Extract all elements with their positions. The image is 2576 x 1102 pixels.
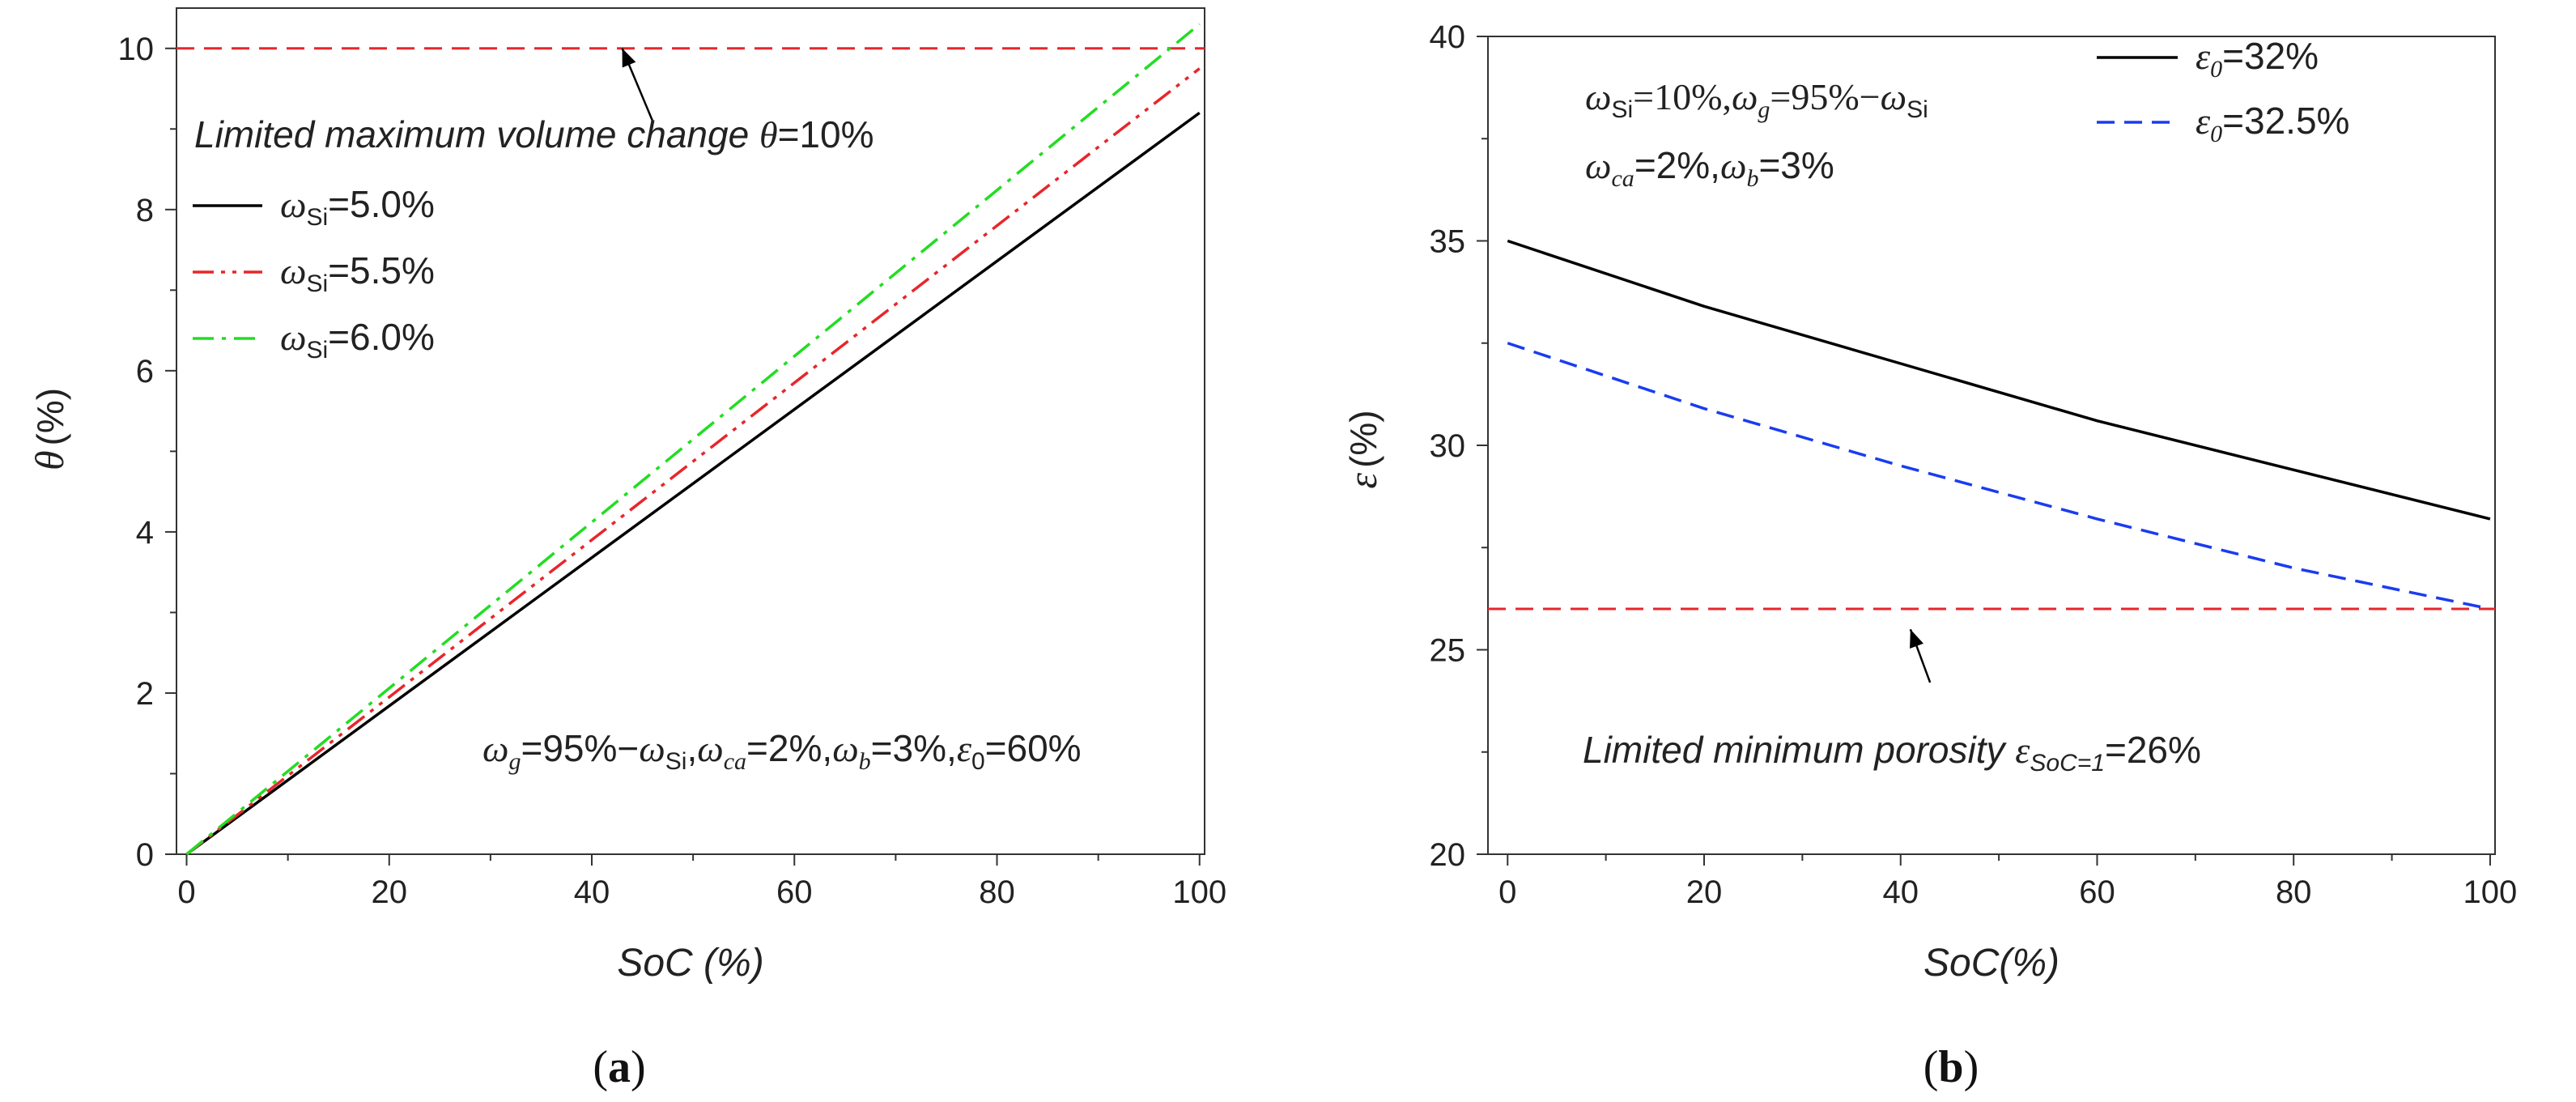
legend-label: ωSi=6.0% <box>280 316 435 364</box>
panel-label-a: (a) <box>593 1042 645 1092</box>
x-axis-title-a: SoC (%) <box>617 942 763 985</box>
series-lines-b <box>1488 239 2495 683</box>
series-lines-a <box>176 23 1205 856</box>
legend-a: ωSi=5.0% ωSi=5.5% ωSi=6.0% <box>193 183 435 364</box>
y-tick-label: 2 <box>136 676 154 712</box>
axis-ticks-b <box>1477 36 2491 866</box>
legend-label: ωSi=5.5% <box>280 249 435 297</box>
axis-ticks-a <box>165 47 1201 866</box>
svg-text:ε(%): ε (%) <box>1340 410 1385 488</box>
tick-labels-b: 0 20 40 60 80 100 20 25 30 35 40 <box>1430 19 2518 910</box>
y-axis-unit-b: (%) <box>1342 410 1384 468</box>
x-tick-label: 0 <box>177 874 195 910</box>
y-tick-label: 10 <box>118 32 155 67</box>
plot-frame-a <box>176 7 1205 855</box>
legend-label: ε0=32.5% <box>2196 100 2349 147</box>
panel-b: 0 20 40 60 80 100 20 25 30 35 40 SoC(%) ε (%) ωSi=1… <box>1340 19 2517 1092</box>
legend-b: ε0=32% ε0=32.5% <box>2097 35 2349 147</box>
x-tick-label: 20 <box>372 874 408 910</box>
tick-labels-a: 0 20 40 60 80 100 0 2 4 6 8 10 <box>118 32 1227 910</box>
x-tick-label: 60 <box>2079 874 2115 910</box>
y-axis-symbol-a: θ <box>27 450 72 470</box>
y-tick-label: 4 <box>136 515 154 551</box>
annotation-arrowhead <box>622 48 636 68</box>
svg-text:θ(%): θ (%) <box>27 388 72 470</box>
y-tick-label: 35 <box>1430 224 1466 260</box>
x-tick-label: 60 <box>776 874 813 910</box>
conditions-b-line2: ωca=2%,ωb=3% <box>1585 144 1834 192</box>
conditions-a: ωg=95%−ωSi,ωca=2%,ωb=3%,ε0=60% <box>482 727 1082 775</box>
series-line <box>185 111 1201 856</box>
series-line <box>1507 239 2491 521</box>
x-tick-label: 100 <box>2463 874 2518 910</box>
x-tick-label: 80 <box>2276 874 2312 910</box>
x-tick-label: 100 <box>1172 874 1226 910</box>
annotation-b: Limited minimum porosity εSoC=1=26% <box>1583 729 2201 777</box>
y-axis-symbol-b: ε <box>1340 473 1385 489</box>
y-tick-label: 0 <box>136 837 154 873</box>
panel-label-b: (b) <box>1923 1042 1979 1092</box>
y-tick-label: 8 <box>136 193 154 228</box>
x-tick-label: 40 <box>1882 874 1919 910</box>
x-tick-label: 80 <box>979 874 1015 910</box>
y-tick-label: 20 <box>1430 837 1466 873</box>
y-tick-label: 6 <box>136 354 154 389</box>
x-tick-label: 0 <box>1498 874 1516 910</box>
legend-label: ωSi=5.0% <box>280 183 435 231</box>
annotation-a: Limited maximum volume change θ=10% <box>194 113 874 155</box>
y-tick-label: 40 <box>1430 19 1466 55</box>
legend-label: ε0=32% <box>2196 35 2319 83</box>
panel-a: 0 20 40 60 80 100 0 2 4 6 8 10 SoC (%) θ (%) Limited… <box>27 7 1227 1092</box>
x-axis-title-b: SoC(%) <box>1923 942 2060 985</box>
series-line <box>185 67 1201 856</box>
annotation-arrowhead <box>1910 629 1923 649</box>
y-tick-label: 25 <box>1430 633 1466 669</box>
y-axis-unit-a: (%) <box>29 388 71 446</box>
x-tick-label: 20 <box>1686 874 1723 910</box>
series-line <box>1507 342 2491 611</box>
series-line <box>185 23 1201 856</box>
conditions-b-line1: ωSi=10%,ωg=95%−ωSi <box>1585 76 1928 123</box>
y-axis-title-b: ε (%) <box>1340 410 1385 488</box>
x-tick-label: 40 <box>574 874 610 910</box>
y-tick-label: 30 <box>1430 428 1466 464</box>
y-axis-title-a: θ (%) <box>27 388 72 470</box>
